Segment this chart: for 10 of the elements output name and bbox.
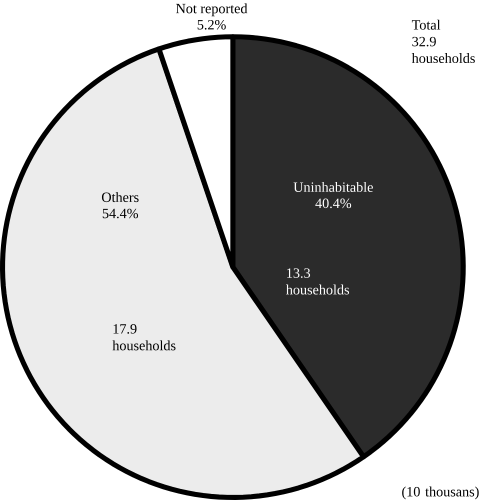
text: Total 32.9 households — [412, 20, 475, 64]
data-label: 54.4% — [102, 208, 138, 218]
slice-label: Others — [102, 192, 139, 202]
slice-label: Not reported — [176, 3, 248, 16]
slice-label: Uninhabitable — [294, 182, 373, 192]
data-label: 40.4% — [315, 198, 352, 208]
text: (10 thousans) — [402, 486, 479, 500]
text: 17.9 households — [112, 324, 176, 350]
data-label: 5.2% — [198, 20, 226, 30]
text: 13.3 households — [286, 268, 350, 295]
